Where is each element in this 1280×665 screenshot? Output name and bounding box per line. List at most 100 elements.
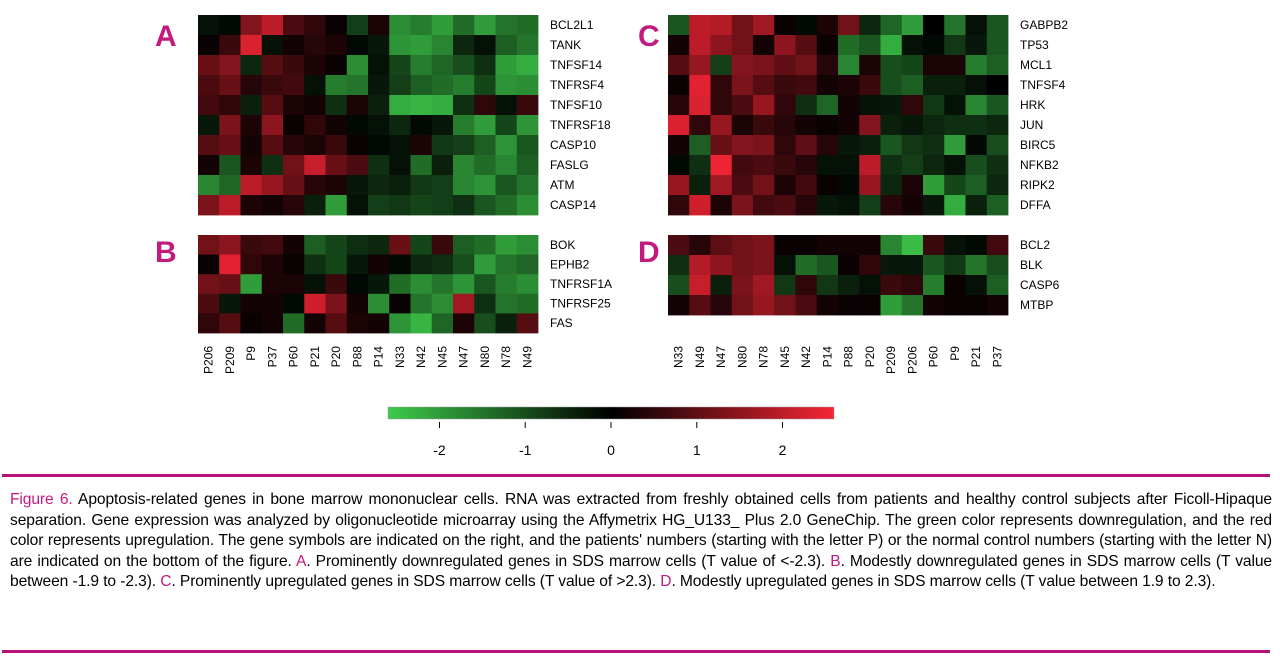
sample-label: N78 xyxy=(757,346,771,368)
heatmap-cell xyxy=(240,235,263,255)
heatmap-cell xyxy=(901,135,924,156)
heatmap-cell xyxy=(453,313,475,334)
heatmap-cell xyxy=(431,155,454,176)
sample-label: P9 xyxy=(244,346,258,361)
color-scale-bar xyxy=(387,406,835,420)
heatmap-cell xyxy=(923,275,945,296)
gene-label: CASP6 xyxy=(1020,278,1060,292)
heatmap-cell xyxy=(986,235,1009,256)
heatmap-cell xyxy=(495,274,518,295)
caption-text-c: . Prominently upregulated genes in SDS m… xyxy=(171,573,661,590)
heatmap-cell xyxy=(838,95,860,116)
color-scale-legend: -2 -1 0 1 2 xyxy=(387,406,835,458)
heatmap-cell xyxy=(240,75,263,96)
heatmap-cell xyxy=(516,235,539,255)
figure-caption: Figure 6. Apoptosis-related genes in bon… xyxy=(10,490,1272,593)
heatmap-cell xyxy=(689,255,711,276)
heatmap-cell xyxy=(198,135,220,156)
heatmap-cell xyxy=(753,175,775,196)
heatmap-cell xyxy=(495,135,518,156)
heatmap-cell xyxy=(731,195,754,216)
heatmap-cell xyxy=(774,255,796,276)
heatmap-cell xyxy=(880,95,903,116)
heatmap-cell xyxy=(731,95,754,116)
heatmap-cell xyxy=(795,175,818,196)
sample-label: N33 xyxy=(393,346,407,368)
heatmap-cell xyxy=(689,75,711,96)
heatmap-cell xyxy=(431,115,454,136)
heatmap-cell xyxy=(689,55,711,76)
heatmap-cell xyxy=(198,175,220,196)
heatmap-cell xyxy=(753,115,775,136)
heatmap-cell xyxy=(944,55,966,76)
figure-label: Figure 6. xyxy=(10,491,73,508)
heatmap-cell xyxy=(283,115,305,136)
panel-letter-a: A xyxy=(155,20,177,53)
heatmap-cell xyxy=(304,313,326,334)
sample-label: N80 xyxy=(478,346,492,368)
gene-label: TNFSF14 xyxy=(550,58,602,72)
heatmap-cell xyxy=(240,274,263,295)
heatmap-cell xyxy=(689,195,711,216)
heatmap-cell xyxy=(346,115,369,136)
heatmap-cell xyxy=(304,155,326,176)
heatmap-cell xyxy=(753,35,775,56)
heatmap-cell xyxy=(689,35,711,56)
heatmap-cell xyxy=(986,195,1009,216)
heatmap-panel-c: C GABPB2 TP53 MCL1 TNFSF4 HRK JUN BIRC5 NFKB2 RIP… xyxy=(638,15,1068,216)
heatmap-cell xyxy=(410,175,433,196)
heatmap-cell xyxy=(516,35,539,56)
heatmap-cell xyxy=(965,175,988,196)
heatmap-cell xyxy=(816,55,839,76)
heatmap-cell xyxy=(453,115,475,136)
heatmap-cell xyxy=(240,115,263,136)
sample-label: P37 xyxy=(265,346,279,368)
heatmap-cell xyxy=(731,295,754,316)
sample-label: P20 xyxy=(863,346,877,368)
heatmap-panels: A BCL2L1 TANK TNFSF14 TNFRSF4 TNFSF10 TNFRSF18… xyxy=(155,15,1068,374)
heatmap-cell xyxy=(346,274,369,295)
heatmap-cell xyxy=(261,115,284,136)
heatmap-cell xyxy=(495,55,518,76)
heatmap-cell xyxy=(495,35,518,56)
gene-label: CASP10 xyxy=(550,138,596,152)
heatmap-cell xyxy=(474,115,496,136)
heatmap-cell xyxy=(774,115,796,136)
heatmap-cell xyxy=(368,254,390,275)
gene-label: MTBP xyxy=(1020,298,1053,312)
heatmap-cell xyxy=(838,175,860,196)
sample-label: P21 xyxy=(308,346,322,368)
heatmap-cell xyxy=(859,115,881,136)
heatmap-cell xyxy=(859,175,881,196)
heatmap-cell xyxy=(261,135,284,156)
heatmap-cell xyxy=(859,195,881,216)
heatmap-cell xyxy=(346,35,369,56)
heatmap-cell xyxy=(901,95,924,116)
sample-label: P9 xyxy=(948,346,962,361)
heatmap-cell xyxy=(944,175,966,196)
heatmap-cell xyxy=(795,155,818,176)
heatmap-cell xyxy=(368,195,390,216)
heatmap-cell xyxy=(240,195,263,216)
heatmap-cell xyxy=(431,254,454,275)
heatmap-cell xyxy=(346,195,369,216)
heatmap-cell xyxy=(453,195,475,216)
heatmap-cell xyxy=(944,115,966,136)
heatmap-cell xyxy=(261,55,284,76)
heatmap-cell xyxy=(261,235,284,255)
heatmap-cell xyxy=(965,155,988,176)
heatmap-cell xyxy=(453,135,475,156)
heatmap-cell xyxy=(240,55,263,76)
heatmap-cell xyxy=(219,35,241,56)
heatmap-cell xyxy=(198,195,220,216)
heatmap-cell xyxy=(944,295,966,316)
heatmap-cell xyxy=(965,195,988,216)
heatmap-cell xyxy=(668,155,690,176)
heatmap-cell xyxy=(240,155,263,176)
heatmap-cell xyxy=(689,275,711,296)
heatmap-cell xyxy=(495,15,518,36)
heatmap-cell xyxy=(304,95,326,116)
heatmap-cell xyxy=(944,95,966,116)
heatmap-cell xyxy=(283,15,305,36)
sample-label: P88 xyxy=(350,346,364,368)
